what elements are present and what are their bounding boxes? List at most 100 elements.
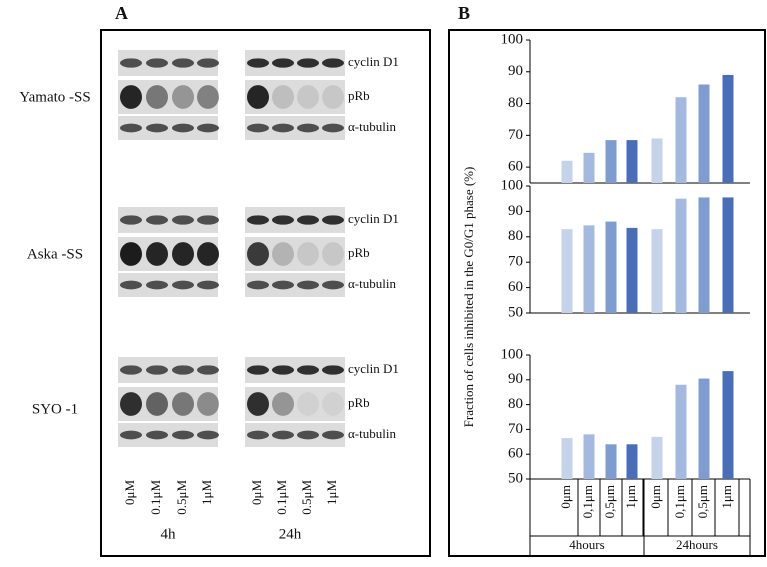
blot-band [247,215,269,225]
bar [583,152,595,183]
bar [651,138,663,183]
blot-band [146,215,168,225]
blot-band [322,58,344,68]
bar [675,384,687,479]
protein-label: pRb [348,245,370,260]
blot-band [297,123,319,133]
bar [698,197,710,313]
blot-band [322,242,344,266]
blot-band [297,392,319,416]
blot-band [247,123,269,133]
bar [605,444,617,479]
blot-band [272,58,294,68]
bar [722,371,734,479]
y-tick-label: 60 [508,159,523,175]
blot-band [297,58,319,68]
blot-band [197,392,219,416]
protein-label: pRb [348,88,370,103]
blot-band [172,392,194,416]
blot-band [172,430,194,440]
blot-band [146,280,168,290]
protein-label: cyclin D1 [348,361,399,376]
x-tick-label: 1μm [719,485,734,509]
protein-label: cyclin D1 [348,54,399,69]
lane-label: 0μM [122,480,137,505]
blot-band [197,242,219,266]
time-label: 4h [161,526,177,542]
bar [651,229,663,313]
blot-band [272,215,294,225]
y-tick-label: 60 [508,446,523,462]
blot-band [172,365,194,375]
y-tick-label: 100 [501,31,524,47]
blot-band [197,215,219,225]
blot-band [197,85,219,109]
blot-band [172,215,194,225]
blot-band [146,123,168,133]
blot-band [197,123,219,133]
cell-line-label: Yamato -SS [19,89,90,105]
blot-band [272,123,294,133]
protein-label: α-tubulin [348,276,396,291]
bar [722,197,734,313]
blot-band [197,280,219,290]
x-tick-label: 0,1μm [672,485,687,518]
bar [561,438,573,479]
bar [583,225,595,313]
blot-band [172,280,194,290]
blot-band [120,280,142,290]
blot-band [197,430,219,440]
blot-band [297,430,319,440]
blot-band [322,215,344,225]
x-tick-label: 0μm [648,485,663,509]
bar [698,84,710,183]
x-tick-label: 0μm [558,485,573,509]
y-tick-label: 80 [508,228,523,244]
panel-label: A [115,3,128,23]
cell-line-label: Aska -SS [27,246,83,262]
protein-label: α-tubulin [348,426,396,441]
blot-band [247,430,269,440]
blot-band [322,430,344,440]
time-label: 24h [279,526,302,542]
protein-label: α-tubulin [348,119,396,134]
protein-label: cyclin D1 [348,211,399,226]
bar [626,227,638,313]
blot-band [146,85,168,109]
y-tick-label: 90 [508,203,523,219]
blot-band [297,215,319,225]
blot-band [322,280,344,290]
bar [675,97,687,183]
blot-band [272,85,294,109]
blot-band [272,365,294,375]
blot-band [272,280,294,290]
blot-band [247,365,269,375]
y-tick-label: 100 [501,346,524,362]
blot-band [172,242,194,266]
blot-band [120,365,142,375]
blot-band [322,85,344,109]
blot-band [120,430,142,440]
y-tick-label: 100 [501,177,524,193]
blot-band [272,430,294,440]
blot-band [120,85,142,109]
lane-label: 0μM [249,480,264,505]
blot-band [120,215,142,225]
blot-band [146,365,168,375]
bar [626,444,638,479]
blot-band [120,242,142,266]
x-tick-label: 0,5μm [602,485,617,518]
blot-band [297,280,319,290]
blot-band [120,392,142,416]
y-tick-label: 80 [508,396,523,412]
bar [651,436,663,479]
bar [561,160,573,183]
blot-band [172,58,194,68]
y-tick-label: 80 [508,95,523,111]
blot-band [297,242,319,266]
lane-label: 0.1μM [274,480,289,515]
panel-b-frame [448,29,766,557]
blot-band [322,392,344,416]
y-tick-label: 70 [508,254,523,270]
bar [583,434,595,479]
